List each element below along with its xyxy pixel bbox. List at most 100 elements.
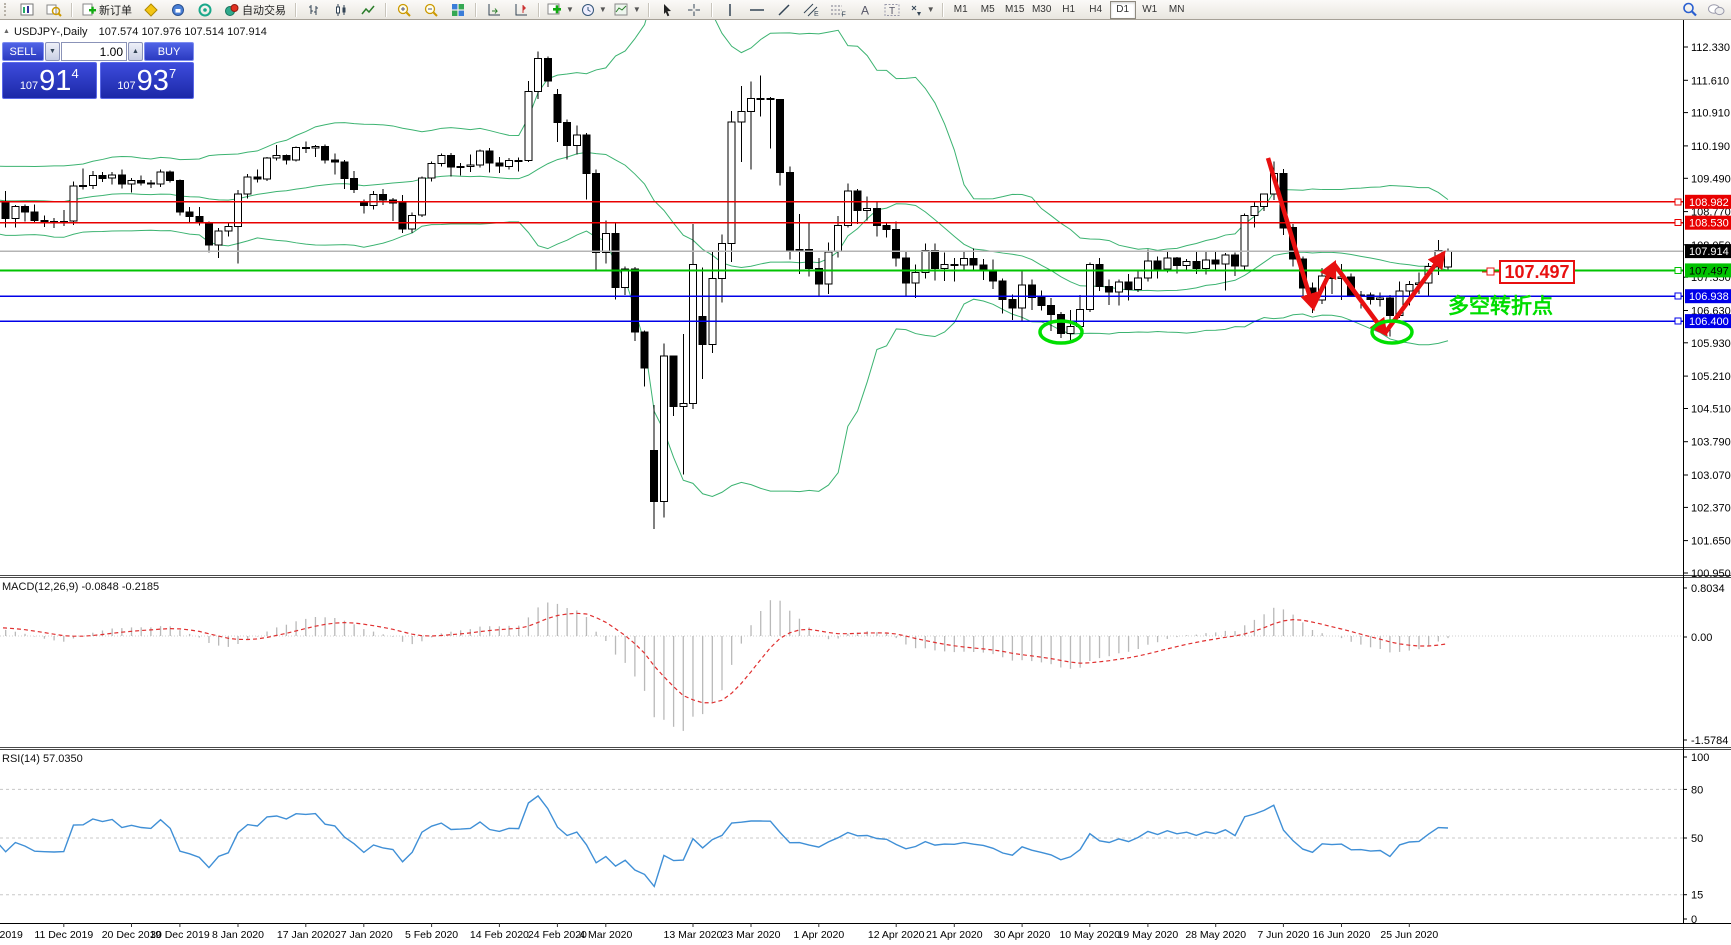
price-badge: 106.400 [1689, 316, 1729, 328]
date-tick-label: 28 May 2020 [1185, 929, 1246, 941]
trend-arrow [1310, 259, 1337, 308]
buy-price-small: 107 [117, 80, 136, 92]
price-tick-label: 101.650 [1691, 536, 1731, 548]
buy-button[interactable]: BUY [144, 42, 194, 61]
tile-windows-button[interactable] [445, 0, 471, 19]
toolbar-separator [710, 2, 713, 17]
svg-text:A: A [861, 3, 869, 17]
price-tick-label: 103.070 [1691, 470, 1731, 482]
price-tag-box [1499, 260, 1575, 284]
tab-h4[interactable]: H4 [1089, 4, 1103, 15]
tab-mn[interactable]: MN [1168, 4, 1185, 15]
price-badge: 108.982 [1689, 197, 1729, 209]
arrows-button[interactable]: ▼ [906, 0, 938, 19]
templates-icon [614, 3, 629, 17]
chart-canvas[interactable]: 112.330 111.610 110.910 110.190 109.490 108.7… [0, 20, 1731, 945]
vertical-line-button[interactable] [717, 0, 743, 19]
horizontal-line-button[interactable] [744, 0, 770, 19]
search-button[interactable] [1677, 0, 1703, 19]
crosshair-button[interactable] [681, 0, 707, 19]
date-tick-label: 25 Jun 2020 [1380, 929, 1438, 941]
clock-icon [581, 3, 595, 17]
rsi-scale-label: 15 [1691, 890, 1703, 902]
experts-button[interactable] [165, 0, 191, 19]
tab-m30[interactable]: M30 [1031, 4, 1052, 15]
rsi-pane-header: RSI(14) 57.0350 [2, 753, 83, 765]
price-tick-label: 102.370 [1691, 502, 1731, 514]
rsi-pane [0, 788, 1683, 896]
text-button[interactable]: A [852, 0, 878, 19]
trendline-button[interactable] [771, 0, 797, 19]
price-tick-label: 108.770 [1691, 207, 1731, 219]
date-tick-label: 12 Apr 2020 [868, 929, 925, 941]
sell-button[interactable]: SELL [2, 42, 44, 61]
text-label-button[interactable]: T [879, 0, 905, 19]
symbol-period-label: USDJPY-,Daily [14, 26, 88, 38]
date-tick-label: 7 Jun 2020 [1257, 929, 1309, 941]
chat-button[interactable] [1703, 0, 1729, 19]
lot-increase-stepper[interactable]: ▲ [128, 42, 143, 61]
crosshair-icon [687, 3, 701, 17]
channel-icon: E [803, 3, 819, 17]
candlestick-button[interactable] [328, 0, 354, 19]
metaeditor-icon [144, 2, 158, 17]
new-order-button[interactable]: 新订单 [77, 0, 137, 19]
price-tick-label: 100.950 [1691, 568, 1731, 580]
lot-decrease-stepper[interactable]: ▼ [45, 42, 60, 61]
tile-windows-icon [451, 3, 465, 17]
arrows-icon [909, 3, 923, 17]
price-badge: 107.914 [1689, 246, 1729, 258]
tab-h1[interactable]: H1 [1062, 4, 1076, 15]
periods-button[interactable]: ▼ [578, 0, 610, 19]
tab-m5[interactable]: M5 [980, 4, 995, 15]
price-tick-label: 105.930 [1691, 338, 1731, 350]
search-icon [1682, 2, 1698, 17]
market-watch-button[interactable] [192, 0, 218, 19]
collapse-triangle-icon[interactable]: ▲ [3, 28, 10, 35]
chart-shift-button[interactable] [508, 0, 534, 19]
profiles-button[interactable] [41, 0, 67, 19]
text-label-icon: T [884, 3, 900, 17]
tab-m15[interactable]: M15 [1004, 4, 1025, 15]
sell-price-sup: 4 [71, 66, 79, 81]
horizontal-line-objects[interactable] [0, 198, 1683, 325]
price-tick-label: 112.330 [1691, 42, 1730, 54]
new-chart-button[interactable] [14, 0, 40, 19]
toolbar-separator [295, 2, 297, 17]
sell-price-display[interactable]: 107 91 4 [2, 62, 97, 99]
equidistant-channel-button[interactable]: E [798, 0, 824, 19]
macd-pane-header: MACD(12,26,9) -0.0848 -0.2185 [2, 581, 159, 593]
macd-scale-label: -1.5784 [1691, 735, 1728, 747]
buy-price-display[interactable]: 107 93 7 [99, 62, 194, 99]
bar-chart-button[interactable] [301, 0, 327, 19]
metaeditor-button[interactable] [138, 0, 164, 19]
date-tick-label: 30 Apr 2020 [994, 929, 1051, 941]
macd-signal-line [0, 612, 1449, 704]
indicators-button[interactable]: ▼ [544, 0, 577, 19]
tab-w1[interactable]: W1 [1142, 4, 1158, 15]
lot-size-input[interactable] [61, 42, 127, 61]
rsi-line [0, 794, 1449, 888]
drawing-objects[interactable]: 107.497 多空转折点 [1038, 157, 1575, 345]
date-tick-label: 1 Dec 2019 [0, 929, 23, 941]
price-scale: 112.330 111.610 110.910 110.190 109.490 108.7… [1683, 42, 1731, 926]
candles [1, 51, 1452, 530]
fibonacci-button[interactable]: F [825, 0, 851, 19]
chart-chrome [0, 20, 1731, 924]
price-tick-label: 110.910 [1691, 108, 1730, 120]
rsi-scale-label: 80 [1691, 784, 1703, 796]
tab-m1[interactable]: M1 [953, 4, 968, 15]
cursor-button[interactable] [654, 0, 680, 19]
templates-button[interactable]: ▼ [611, 0, 644, 19]
auto-scroll-button[interactable] [481, 0, 507, 19]
highlight-ellipse [1038, 319, 1084, 345]
price-tag-text: 107.497 [1504, 262, 1569, 282]
zoom-in-button[interactable] [391, 0, 417, 19]
autotrade-button[interactable]: 自动交易 [219, 0, 291, 19]
broadcast-icon [198, 3, 212, 17]
zoom-out-button[interactable] [418, 0, 444, 19]
date-tick-label: 8 Jan 2020 [212, 929, 264, 941]
line-chart-button[interactable] [355, 0, 381, 19]
date-tick-label: 21 Apr 2020 [926, 929, 983, 941]
tab-d1[interactable]: D1 [1109, 0, 1136, 19]
